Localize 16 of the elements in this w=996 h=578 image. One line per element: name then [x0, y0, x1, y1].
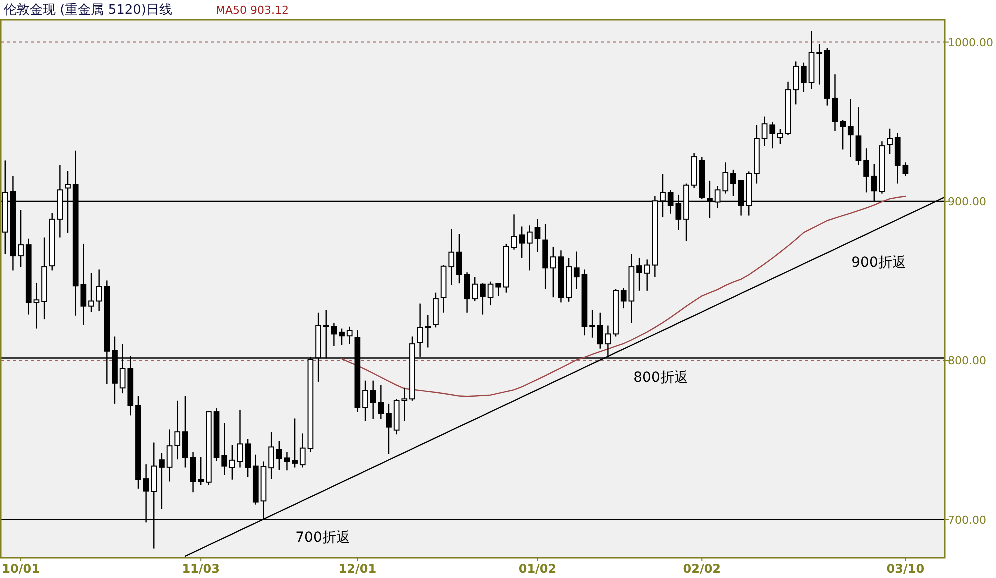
x-tick-label: 11/03 [182, 562, 220, 576]
x-tick-label: 10/01 [2, 562, 40, 576]
x-tick-label: 02/02 [683, 562, 722, 576]
x-tick-label: 03/10 [886, 562, 925, 576]
chart-title: 伦敦金现 (重金属 5120)日线 [4, 3, 172, 18]
y-tick-label: 900.00 [948, 195, 986, 208]
y-tick-label: 700.00 [948, 514, 986, 527]
chart-subtitle: MA50 903.12 [216, 4, 289, 17]
x-tick-label: 12/01 [338, 562, 377, 576]
y-tick-label: 1000.00 [948, 36, 994, 50]
y-tick-label: 800.00 [948, 354, 986, 368]
line-series [341, 196, 906, 398]
annotation: 700折返 [296, 530, 350, 546]
annotation: 900折返 [852, 255, 906, 271]
annotation: 800折返 [634, 370, 688, 386]
x-tick-label: 01/02 [518, 562, 557, 576]
